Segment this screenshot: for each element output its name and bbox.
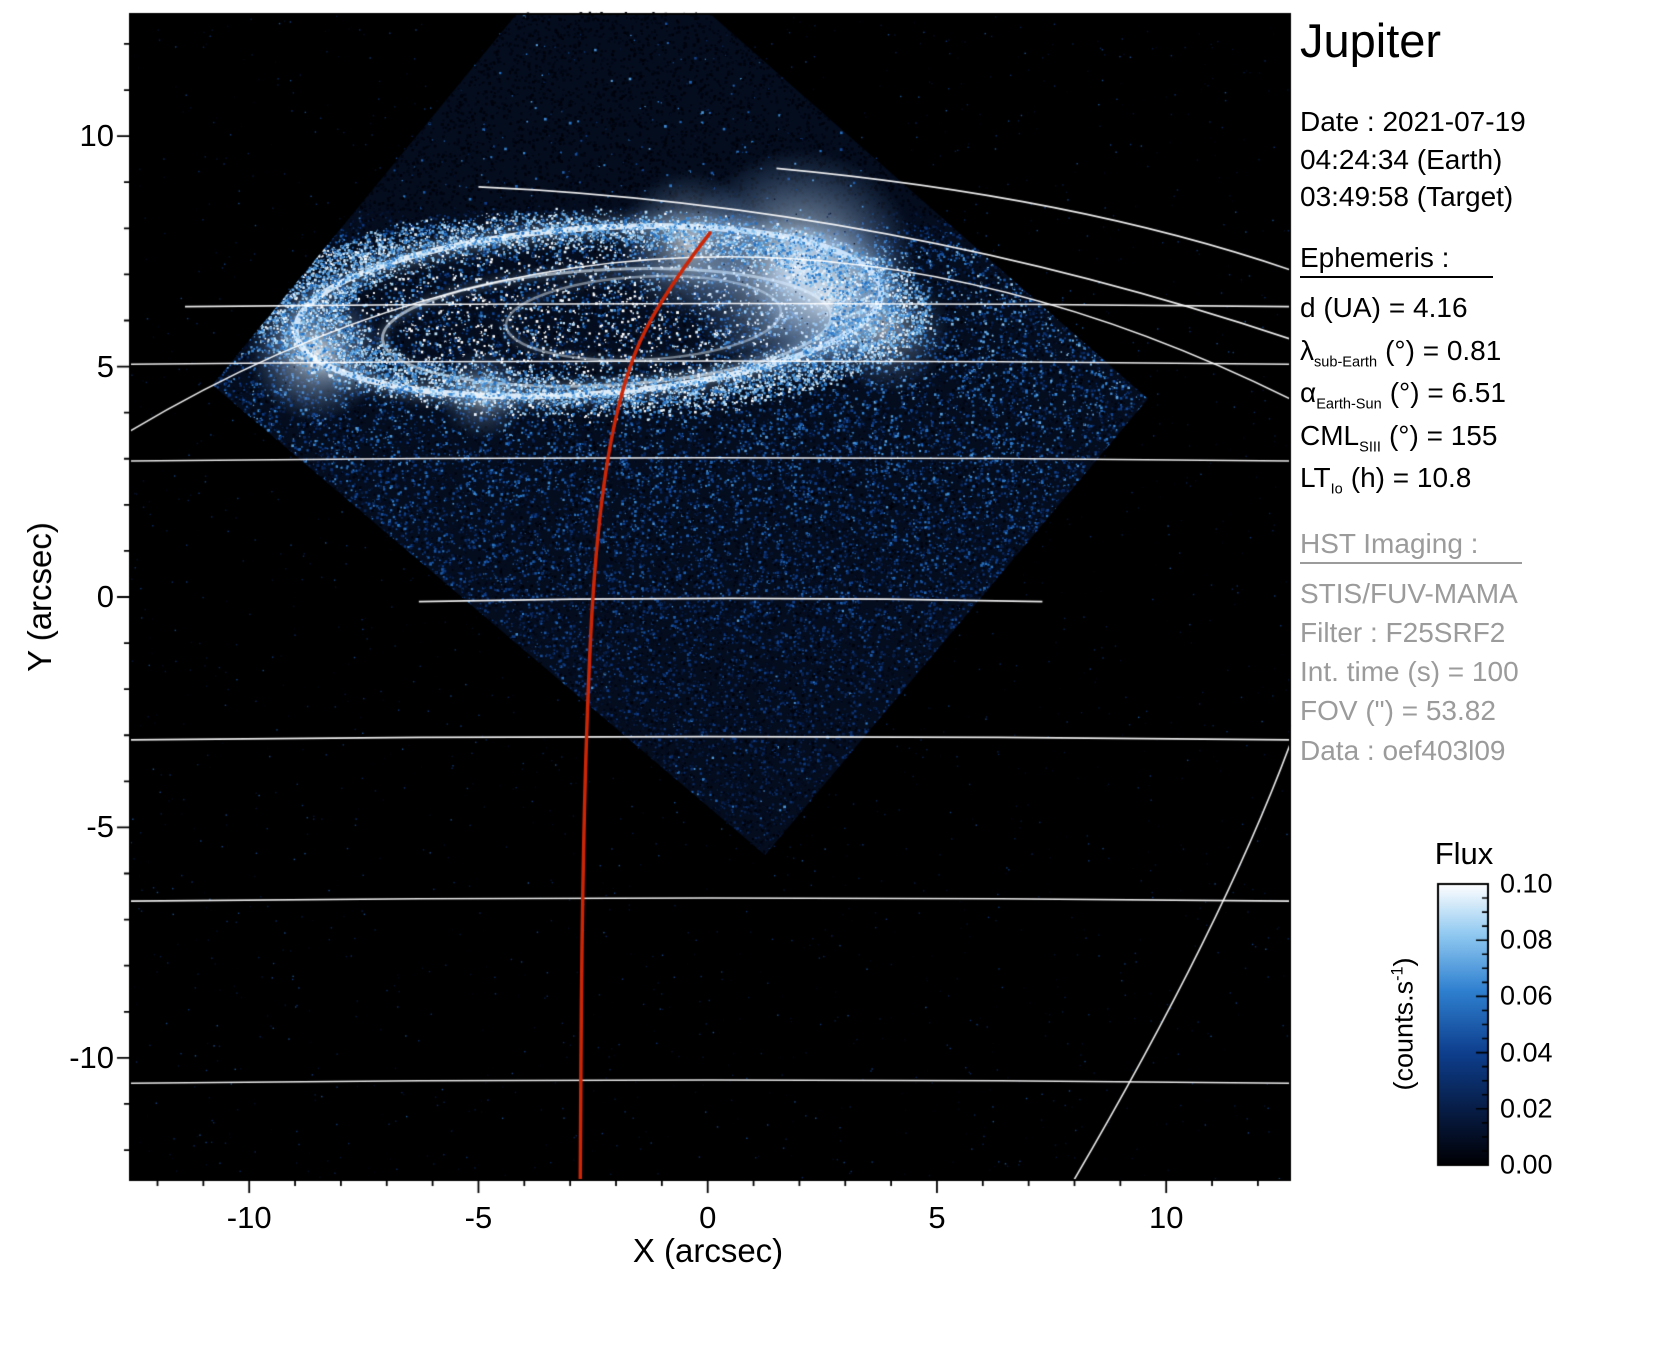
hst-line-data-id: Data : oef403l09 <box>1300 731 1672 770</box>
figure-root: Y (arcsec) X (arcsec) Jupiter Date : 202… <box>0 0 1676 1367</box>
ephemeris-row-distance: d (UA) = 4.16 <box>1300 288 1672 331</box>
ephemeris-symbol: d (UA) <box>1300 292 1381 323</box>
date-line-earth-time: 04:24:34 (Earth) <box>1300 141 1672 178</box>
x-axis-label: X (arcsec) <box>633 1232 783 1270</box>
ephemeris-subscript: Io <box>1331 482 1343 498</box>
ephemeris-symbol: CML <box>1300 420 1359 451</box>
colorbar-tick-label: 0.04 <box>1500 1037 1553 1068</box>
hst-line-instrument: STIS/FUV-MAMA <box>1300 574 1672 613</box>
y-tick-label: -10 <box>26 1040 114 1076</box>
ephemeris-subscript: sub-Earth <box>1314 354 1377 370</box>
ephemeris-value: (°) = 155 <box>1389 420 1497 451</box>
ephemeris-row-cml: CMLSIII (°) = 155 <box>1300 416 1672 459</box>
y-tick-label: 0 <box>26 579 114 615</box>
x-tick-label: 10 <box>1149 1200 1183 1236</box>
colorbar-unit-post: ) <box>1389 958 1419 967</box>
hst-imaging-heading: HST Imaging : <box>1300 528 1522 564</box>
ephemeris-symbol: α <box>1300 377 1316 408</box>
ephemeris-symbol: LT <box>1300 462 1331 493</box>
hst-line-fov: FOV (") = 53.82 <box>1300 691 1672 730</box>
ephemeris-row-alpha: αEarth-Sun (°) = 6.51 <box>1300 373 1672 416</box>
date-line-target-time: 03:49:58 (Target) <box>1300 178 1672 215</box>
y-tick-label: 5 <box>26 349 114 385</box>
x-tick-label: 5 <box>928 1200 945 1236</box>
colorbar-title: Flux <box>1435 836 1494 872</box>
ephemeris-value: (°) = 6.51 <box>1390 377 1506 408</box>
x-tick-label: 0 <box>699 1200 716 1236</box>
y-tick-label: 10 <box>26 118 114 154</box>
ephemeris-subscript: Earth-Sun <box>1316 397 1382 413</box>
colorbar-tick-label: 0.00 <box>1500 1150 1553 1181</box>
ephemeris-value: = 4.16 <box>1389 292 1468 323</box>
colorbar-unit-label: (counts.s-1) <box>1389 958 1420 1091</box>
date-block: Date : 2021-07-19 04:24:34 (Earth) 03:49… <box>1300 103 1672 215</box>
x-tick-label: -5 <box>465 1200 493 1236</box>
ephemeris-row-lambda: λsub-Earth (°) = 0.81 <box>1300 331 1672 374</box>
colorbar-tick-label: 0.08 <box>1500 925 1553 956</box>
info-panel: Jupiter Date : 2021-07-19 04:24:34 (Eart… <box>1300 16 1672 770</box>
x-tick-label: -10 <box>227 1200 272 1236</box>
hst-imaging-section: HST Imaging : STIS/FUV-MAMA Filter : F25… <box>1300 528 1672 770</box>
colorbar-unit-exponent: -1 <box>1389 967 1407 981</box>
date-line-date: Date : 2021-07-19 <box>1300 103 1672 140</box>
ephemeris-row-lt-io: LTIo (h) = 10.8 <box>1300 458 1672 501</box>
hst-line-int-time: Int. time (s) = 100 <box>1300 652 1672 691</box>
colorbar-unit-pre: (counts.s <box>1389 981 1419 1091</box>
colorbar-tick-label: 0.02 <box>1500 1093 1553 1124</box>
ephemeris-value: (h) = 10.8 <box>1351 462 1472 493</box>
ephemeris-heading: Ephemeris : <box>1300 242 1493 278</box>
y-tick-label: -5 <box>26 809 114 845</box>
ephemeris-subscript: SIII <box>1359 439 1381 455</box>
colorbar-tick-label: 0.10 <box>1500 869 1553 900</box>
figure-title: Jupiter <box>1300 16 1672 65</box>
ephemeris-value: (°) = 0.81 <box>1385 335 1501 366</box>
ephemeris-symbol: λ <box>1300 335 1314 366</box>
colorbar-tick-label: 0.06 <box>1500 981 1553 1012</box>
ephemeris-section: Ephemeris : d (UA) = 4.16 λsub-Earth (°) =… <box>1300 242 1672 501</box>
hst-line-filter: Filter : F25SRF2 <box>1300 613 1672 652</box>
